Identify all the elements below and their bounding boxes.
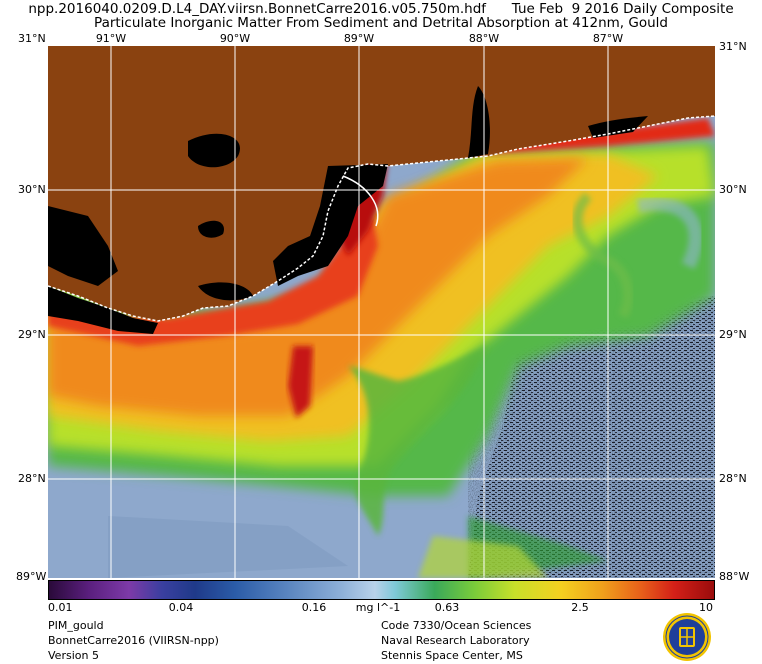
product-subtitle: Particulate Inorganic Matter From Sedime… <box>94 15 668 31</box>
nrl-seal-icon <box>663 613 711 661</box>
colorbar-tick-1: 0.04 <box>168 601 194 614</box>
org-name: Naval Research Laboratory <box>381 634 530 647</box>
colorbar-tick-3: 0.63 <box>434 601 460 614</box>
org-location: Stennis Space Center, MS <box>381 649 523 662</box>
lon-label-90w: 90°W <box>219 32 251 45</box>
version-label: Version 5 <box>48 649 99 662</box>
low-concentration-water <box>108 296 715 578</box>
green-filaments <box>348 192 703 578</box>
satellite-map <box>48 46 715 578</box>
product-name: PIM_gould <box>48 619 104 632</box>
lon-label-88w: 88°W <box>468 32 500 45</box>
top-left-lat-label: 31°N <box>18 32 46 45</box>
lat-label-29n-left: 29°N <box>18 328 46 341</box>
lon-label-87w: 87°W <box>592 32 624 45</box>
lon-label-91w: 91°W <box>95 32 127 45</box>
land-area <box>48 46 715 334</box>
colorbar-units: mg l^-1 <box>355 601 401 614</box>
colorbar-tick-5: 10 <box>699 601 713 614</box>
bottom-left-lon-label: 89°W <box>16 570 47 583</box>
region-sensor: BonnetCarre2016 (VIIRSN-npp) <box>48 634 219 647</box>
bottom-right-lon-label: 88°W <box>719 570 750 583</box>
lat-label-28n-left: 28°N <box>18 472 46 485</box>
colorbar-tick-0: 0.01 <box>48 601 73 614</box>
colorbar <box>48 580 715 600</box>
lat-label-28n-right: 28°N <box>719 472 747 485</box>
lon-label-89w: 89°W <box>343 32 375 45</box>
colorbar-tick-4: 2.5 <box>571 601 589 614</box>
top-right-lat-label: 31°N <box>719 40 747 53</box>
lat-label-29n-right: 29°N <box>719 328 747 341</box>
colorbar-tick-2: 0.16 <box>301 601 327 614</box>
org-code: Code 7330/Ocean Sciences <box>381 619 532 632</box>
lat-label-30n-right: 30°N <box>719 183 747 196</box>
graticule <box>48 46 715 578</box>
image-title: npp.2016040.0209.D.L4_DAY.viirsn.BonnetC… <box>28 1 734 17</box>
lat-label-30n-left: 30°N <box>18 183 46 196</box>
